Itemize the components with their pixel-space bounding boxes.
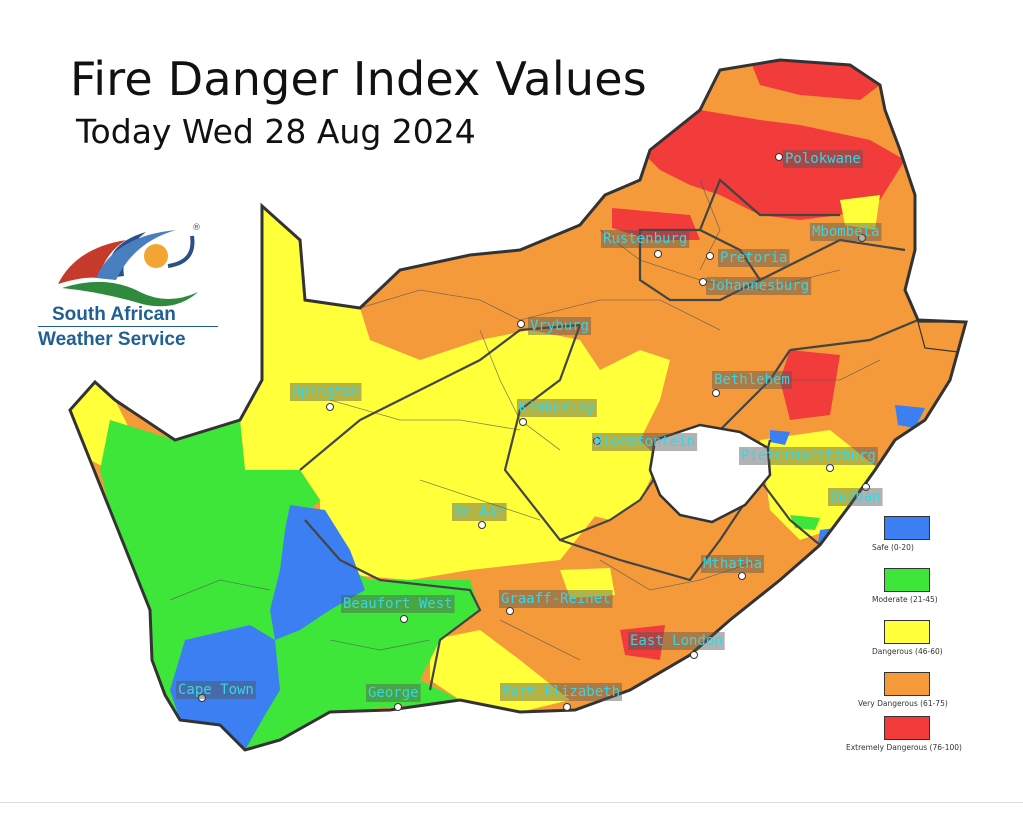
city-marker-johannesburg: [699, 278, 707, 286]
legend-label-0: Safe (0-20): [872, 543, 914, 552]
city-marker-rustenburg: [654, 250, 662, 258]
city-label-mthatha: Mthatha: [703, 556, 762, 572]
city-label-plate-cape-town: [176, 681, 256, 699]
city-marker-durban: [862, 483, 870, 491]
city-label-plate-graaff-reinet: [499, 590, 613, 608]
city-label-plate-pretoria: [718, 249, 790, 267]
city-label-east-london: East London: [630, 633, 723, 649]
city-label-polokwane: Polokwane: [785, 151, 861, 167]
city-marker-east-london: [690, 651, 698, 659]
region-extreme-eastlondon: [620, 625, 665, 660]
city-marker-george: [394, 703, 402, 711]
city-label-pretoria: Pretoria: [720, 250, 787, 266]
city-label-durban: Durban: [830, 489, 881, 505]
city-label-plate-kimberley: [517, 399, 597, 417]
city-label-plate-bethlehem: [712, 371, 792, 389]
city-label-cape-town: Cape Town: [178, 682, 254, 698]
city-label-plate-durban: [828, 488, 883, 506]
city-label-plate-george: [366, 684, 421, 702]
legend-label-4: Extremely Dangerous (76-100): [846, 743, 962, 752]
legend-label-1: Moderate (21-45): [872, 595, 938, 604]
city-label-plate-bloemfontein: [592, 433, 698, 451]
trademark-symbol: ®: [192, 223, 201, 233]
city-marker-cape-town: [198, 694, 206, 702]
region-extreme-northwest: [612, 208, 700, 240]
city-label-plate-upington: [290, 383, 362, 401]
city-marker-mthatha: [738, 572, 746, 580]
region-safe-karoo: [270, 505, 365, 640]
city-label-plate-east-london: [628, 632, 725, 650]
legend-label-3: Very Dangerous (61-75): [858, 699, 948, 708]
logo-text-line2: Weather Service: [38, 329, 186, 350]
city-marker-mbombela: [858, 234, 866, 242]
city-marker-vryburg: [517, 320, 525, 328]
city-label-plate-port-elizabeth: [500, 683, 623, 701]
city-label-plate-beaufort-west: [341, 595, 455, 613]
city-label-rustenburg: Rustenburg: [603, 231, 687, 247]
map-date-subtitle: Today Wed 28 Aug 2024: [76, 112, 476, 151]
city-label-plate-vryburg: [528, 317, 592, 335]
legend-swatch-1: [884, 568, 930, 592]
legend-swatch-3: [884, 672, 930, 696]
city-marker-bethlehem: [712, 389, 720, 397]
city-marker-pretoria: [706, 252, 714, 260]
region-dangerous-south: [430, 630, 570, 712]
legend-swatch-4: [884, 716, 930, 740]
region-dangerous-central: [240, 206, 670, 580]
city-label-kimberley: Kimberley: [519, 400, 595, 416]
city-label-upington: Upington: [292, 384, 359, 400]
city-marker-bloemfontein: [593, 437, 601, 445]
logo-divider: [38, 326, 218, 327]
city-label-de-aar: De Aar: [454, 504, 505, 520]
city-label-plate-mthatha: [701, 555, 765, 573]
region-extreme-north: [750, 60, 880, 100]
city-label-plate-de-aar: [452, 503, 507, 521]
city-label-plate-mbombela: [810, 223, 882, 241]
city-label-beaufort-west: Beaufort West: [343, 596, 453, 612]
city-label-plate-pietermaritzburg: [739, 447, 878, 465]
city-label-plate-polokwane: [783, 150, 863, 168]
region-dangerous-freestate: [560, 440, 660, 520]
city-label-johannesburg: Johannesburg: [708, 278, 809, 294]
legend-swatch-2: [884, 620, 930, 644]
city-marker-de-aar: [478, 521, 486, 529]
city-label-george: George: [368, 685, 419, 701]
city-label-plate-johannesburg: [706, 277, 812, 295]
city-label-pietermaritzburg: Pietermaritzburg: [741, 448, 876, 464]
map-title: Fire Danger Index Values: [70, 52, 647, 106]
lesotho-hole: [648, 423, 772, 524]
region-safe-capetown: [170, 625, 280, 750]
city-label-plate-rustenburg: [601, 230, 690, 248]
region-extreme-bethlehem: [780, 350, 840, 420]
city-label-graaff-reinet: Graaff-Reinet: [501, 591, 611, 607]
bottom-divider: [0, 802, 1023, 803]
city-label-bloemfontein: Bloemfontein: [594, 434, 695, 450]
region-dangerous-small: [560, 568, 615, 598]
city-label-bethlehem: Bethlehem: [714, 372, 790, 388]
region-dangerous-mpumalanga: [840, 195, 880, 230]
logo-text-line1: South African: [52, 304, 176, 325]
city-marker-port-elizabeth: [563, 703, 571, 711]
region-safe-small1: [770, 430, 790, 445]
city-label-port-elizabeth: Port Elizabeth: [502, 684, 620, 700]
city-marker-pietermaritzburg: [826, 464, 834, 472]
country-outline: [68, 58, 968, 752]
city-marker-beaufort-west: [400, 615, 408, 623]
city-marker-polokwane: [775, 153, 783, 161]
legend-label-2: Dangerous (46-60): [872, 647, 943, 656]
region-safe-east: [895, 405, 925, 428]
city-label-vryburg: Vryburg: [530, 318, 589, 334]
city-labels: Polokwane Mbombela Rustenburg Pretoria Johan…: [176, 150, 883, 711]
city-marker-upington: [326, 403, 334, 411]
city-marker-kimberley: [519, 418, 527, 426]
legend-swatch-0: [884, 516, 930, 540]
region-extreme-limpopo: [640, 110, 905, 220]
city-marker-graaff-reinet: [506, 607, 514, 615]
city-label-mbombela: Mbombela: [812, 224, 879, 240]
saws-logo-icon: ®: [58, 223, 201, 307]
